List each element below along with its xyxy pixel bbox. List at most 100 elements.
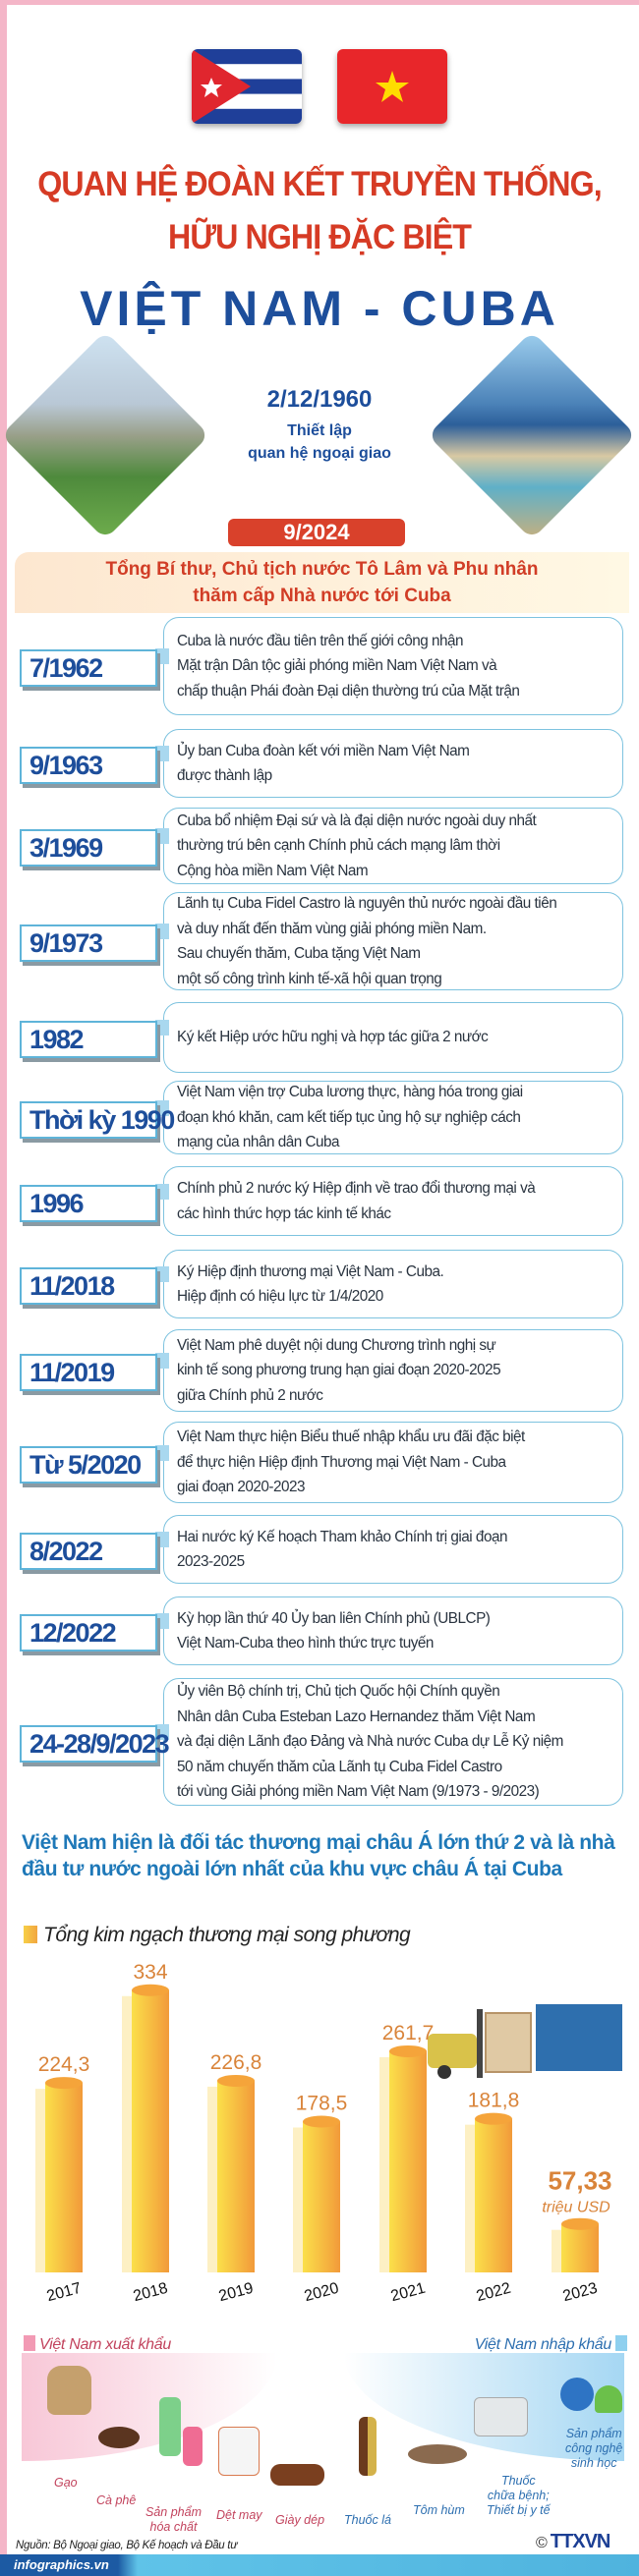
bar-2019 [217, 2080, 255, 2272]
logo-text: TTXVN [550, 2531, 611, 2552]
site-link[interactable]: infographics.vn [14, 2557, 109, 2572]
timeline-connector [155, 1724, 169, 1740]
timeline-date: 11/2019 [20, 1354, 157, 1391]
timeline-text: Cuba là nước đầu tiên trên thế giới công… [177, 632, 520, 700]
unit-label: triệu USD [542, 2200, 610, 2216]
page-border-left [0, 0, 7, 2554]
timeline-connector [155, 1532, 169, 1547]
timeline-date: 7/1962 [20, 649, 157, 687]
bar-value-label: 224,3 [38, 2053, 90, 2076]
chart-title: Tổng kim ngạch thương mại song phương [43, 1924, 411, 1946]
title-line-2: HỮU NGHỊ ĐẶC BIỆT [167, 218, 472, 256]
timeline-date: 1982 [20, 1021, 157, 1058]
timeline-date: 9/1973 [20, 924, 157, 962]
import-item-medicine: Thuốc chữa bệnh; Thiết bị y tế [487, 2474, 551, 2517]
bar-2022 [475, 2118, 512, 2272]
vietnam-flag-icon [337, 49, 447, 124]
bar-value-label: 178,5 [296, 2092, 348, 2114]
highlight-badge: 9/2024 [228, 519, 405, 546]
flask-green-icon [595, 2385, 622, 2413]
copyright-symbol: © [536, 2535, 548, 2551]
timeline-connector [155, 1020, 169, 1036]
export-swatch [24, 2335, 35, 2351]
trade-heading: Việt Nam hiện là đối tác thương mại châu… [22, 1831, 615, 1880]
timeline-event-box [163, 808, 623, 884]
x-tick-label: 2023 [561, 2280, 600, 2306]
bar-top [561, 2217, 599, 2230]
timeline-text: Ký kết Hiệp ước hữu nghị và hợp tác giữa… [177, 1029, 489, 1046]
shoes-icon [270, 2464, 324, 2486]
timeline-event-box [163, 892, 623, 990]
x-tick-label: 2017 [45, 2280, 84, 2306]
timeline-connector [155, 1613, 169, 1629]
timeline-connector [155, 746, 169, 761]
timeline-text: Hai nước ký Kế hoạch Tham khảo Chính trị… [177, 1528, 507, 1571]
coffee-beans-icon [98, 2427, 140, 2448]
establishment-line-1: Thiết lập [287, 422, 352, 439]
export-title-text: Việt Nam xuất khẩu [39, 2336, 171, 2353]
export-item-textiles: Dệt may [216, 2508, 262, 2522]
establishment-line-2: quan hệ ngoại giao [248, 445, 391, 462]
bar-top [45, 2077, 83, 2090]
x-tick-label: 2021 [389, 2280, 428, 2306]
timeline-connector [155, 1099, 169, 1116]
timeline-date: Từ 5/2020 [20, 1445, 157, 1484]
forklift-container-illustration [428, 2004, 624, 2083]
shirt-icon [218, 2427, 260, 2476]
bar-2017 [45, 2083, 83, 2272]
bar-value-label: 181,8 [468, 2090, 520, 2112]
import-title: Việt Nam nhập khẩu [475, 2335, 627, 2354]
timeline-event-box [163, 617, 623, 715]
timeline-connector [155, 828, 169, 844]
export-title: Việt Nam xuất khẩu [24, 2335, 171, 2354]
import-item-lobster: Tôm hùm [413, 2503, 465, 2517]
timeline-date: 11/2018 [20, 1267, 157, 1305]
timeline-text: Việt Nam phê duyệt nội dung Chương trình… [177, 1336, 501, 1404]
page-border-top [0, 0, 639, 5]
timeline-text: Ủy ban Cuba đoàn kết với miền Nam Việt N… [177, 742, 470, 785]
timeline-text: Lãnh tụ Cuba Fidel Castro là nguyên thủ … [177, 895, 557, 987]
timeline-event-box [163, 1081, 623, 1154]
timeline-date: 12/2022 [20, 1614, 157, 1652]
bar-top [389, 2044, 427, 2057]
bar-value-label: 57,33 [548, 2166, 611, 2196]
timeline-event-box [163, 1329, 623, 1412]
timeline-event-box [163, 1250, 623, 1318]
timeline-text: Việt Nam thực hiện Biểu thuế nhập khẩu ư… [177, 1428, 525, 1496]
timeline-connector [155, 1353, 169, 1369]
lobster-icon [408, 2444, 467, 2464]
rice-bag-icon [47, 2366, 91, 2415]
timeline-event-box [163, 1678, 623, 1806]
trade-bar-chart: 224,3 2017 334 2018 226,8 2019 178,5 2020 261,7 2… [35, 1961, 612, 2306]
x-tick-label: 2022 [475, 2280, 513, 2306]
bar-2021 [389, 2050, 427, 2272]
import-title-text: Việt Nam nhập khẩu [474, 2336, 612, 2353]
timeline-date: 3/1969 [20, 829, 157, 867]
hanoi-photo [0, 330, 210, 540]
title-line-1: QUAN HỆ ĐOÀN KẾT TRUYỀN THỐNG, [37, 165, 602, 203]
spray-bottle-icon [159, 2397, 181, 2456]
export-item-coffee: Cà phê [96, 2493, 137, 2507]
bar-2018 [132, 1989, 169, 2272]
bar-value-label: 261,7 [382, 2022, 435, 2044]
bar-top [303, 2115, 340, 2128]
import-item-biotech: Sản phẩm công nghệ sinh học [565, 2427, 623, 2470]
timeline-event-box [163, 1515, 623, 1584]
timeline-connector [155, 1266, 169, 1282]
footer-bar: infographics.vn [0, 2554, 639, 2576]
havana-photo [427, 330, 637, 540]
timeline-connector [155, 924, 169, 939]
legend-swatch [24, 1926, 37, 1943]
export-item-chemicals: Sản phẩm hóa chất [145, 2505, 202, 2534]
x-tick-label: 2018 [132, 2280, 170, 2306]
timeline-connector [155, 648, 169, 664]
timeline-connector [155, 1183, 169, 1200]
x-tick-label: 2020 [303, 2280, 341, 2306]
source-text: Nguồn: Bộ Ngoại giao, Bộ Kế hoạch và Đầu… [16, 2540, 238, 2551]
timeline-text: Kỳ họp lần thứ 40 Ủy ban liên Chính phủ … [177, 1609, 491, 1652]
cuba-flag-icon [192, 49, 302, 124]
x-tick-label: 2019 [217, 2280, 256, 2306]
bar-top [132, 1984, 169, 1996]
highlight-box: Tổng Bí thư, Chủ tịch nước Tô Lâm và Phu… [15, 552, 629, 613]
timeline-event-box [163, 1596, 623, 1665]
